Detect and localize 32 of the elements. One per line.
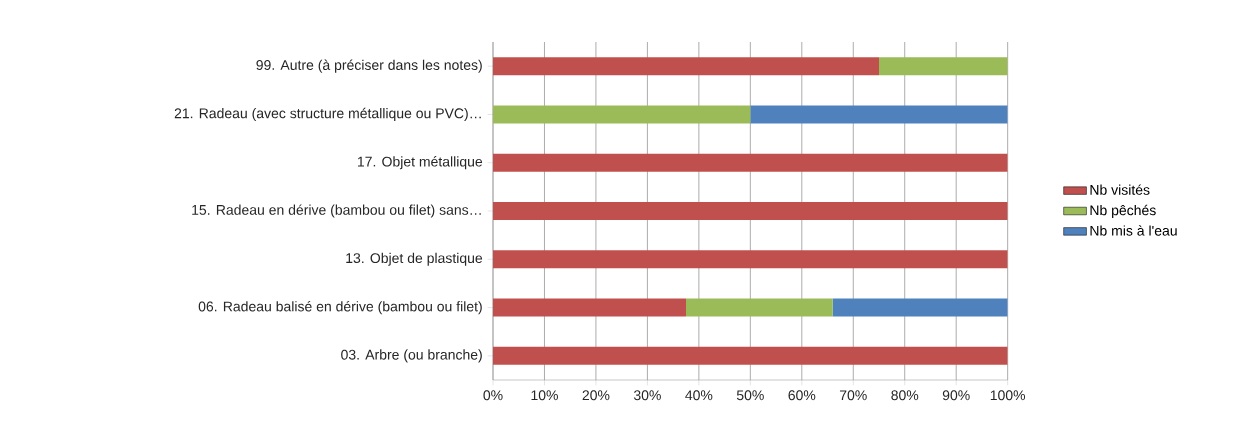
y-tick-label: 06. Radeau balisé en dérive (bambou ou filet) bbox=[198, 300, 482, 315]
bar bbox=[493, 202, 1008, 221]
x-tick-label: 60% bbox=[788, 390, 816, 401]
bar bbox=[686, 298, 833, 317]
x-tick-label: 20% bbox=[582, 390, 610, 401]
bar bbox=[750, 105, 1008, 124]
y-tick-label: 13. Objet de plastique bbox=[346, 252, 483, 266]
bar bbox=[493, 153, 1008, 172]
x-tick-label: 90% bbox=[942, 390, 970, 401]
y-tick-label: 99. Autre (à préciser dans les notes) bbox=[256, 59, 482, 73]
y-tick-label: 03. Arbre (ou branche) bbox=[341, 349, 482, 363]
bar bbox=[493, 298, 686, 317]
y-tick-label: 17. Objet métallique bbox=[357, 156, 483, 170]
x-tick-label: 10% bbox=[531, 390, 558, 401]
x-tick-label: 40% bbox=[685, 390, 713, 401]
bar bbox=[493, 105, 751, 124]
x-tick-label: 80% bbox=[891, 390, 919, 401]
y-tick-label: 21. Radeau (avec structure métallique ou PVC)… bbox=[174, 107, 481, 122]
x-tick-label: 70% bbox=[839, 390, 867, 401]
bar bbox=[879, 57, 1008, 76]
bar bbox=[493, 57, 879, 76]
legend-label: Nb mis à l'eau bbox=[1090, 225, 1177, 236]
x-tick-label: 0% bbox=[483, 390, 503, 401]
x-tick-label: 30% bbox=[633, 390, 661, 401]
bar bbox=[493, 250, 1008, 269]
x-tick-label: 100% bbox=[990, 390, 1026, 401]
bar bbox=[493, 346, 1008, 365]
bar bbox=[832, 298, 1008, 317]
legend-label: Nb pêchés bbox=[1090, 204, 1156, 219]
y-tick-label: 15. Radeau en dérive (bambou ou filet) sans… bbox=[192, 204, 481, 218]
x-tick-label: 50% bbox=[736, 390, 764, 401]
legend-label: Nb visités bbox=[1090, 184, 1150, 195]
